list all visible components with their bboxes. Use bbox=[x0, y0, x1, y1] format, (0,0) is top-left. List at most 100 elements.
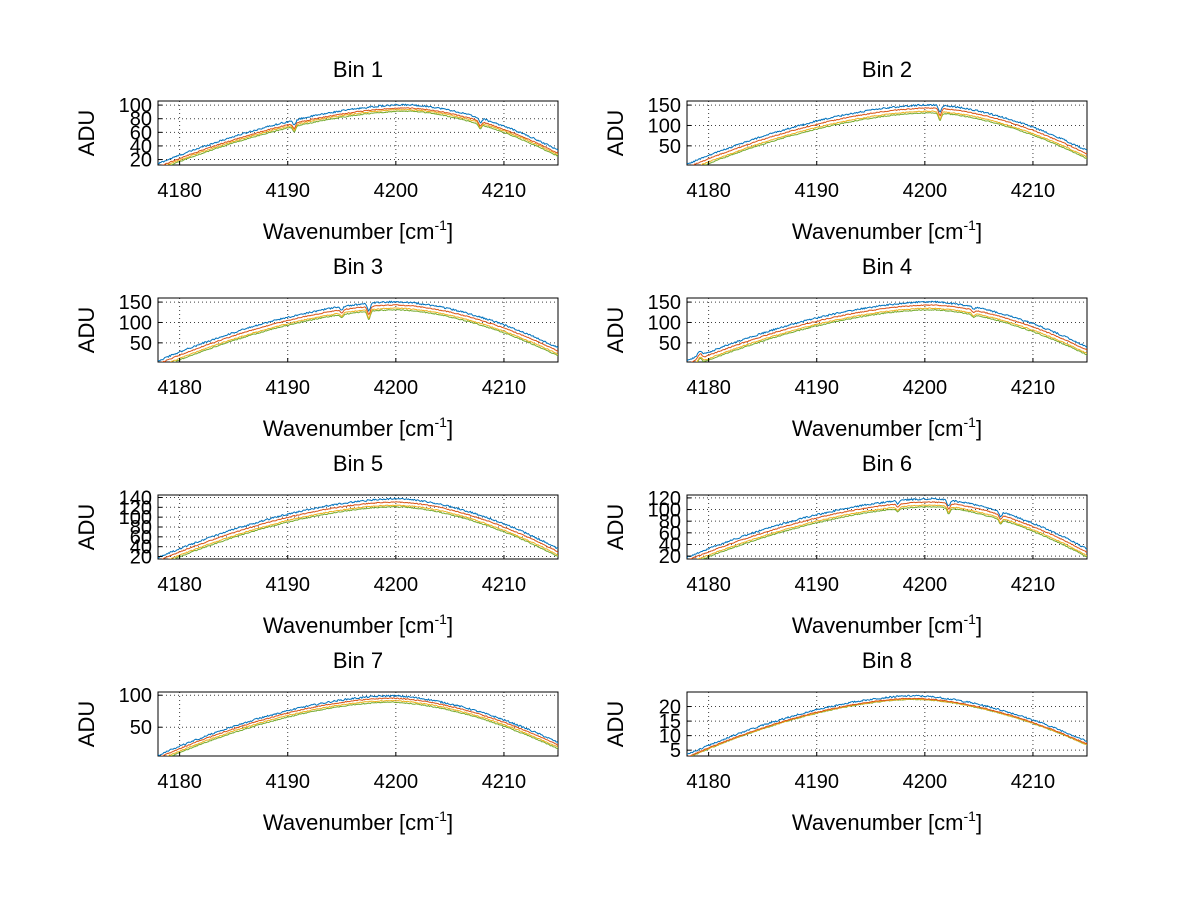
series-line-3 bbox=[167, 504, 558, 559]
y-tick-label: 150 bbox=[648, 95, 681, 117]
series-line-3 bbox=[164, 108, 558, 165]
y-tick-label: 40 bbox=[659, 534, 681, 556]
axes-frame bbox=[686, 691, 1088, 757]
x-tick-label: 4200 bbox=[374, 574, 419, 596]
series-line-2 bbox=[161, 107, 558, 165]
y-tick-label: 80 bbox=[130, 517, 152, 539]
x-tick-label: 4190 bbox=[265, 180, 310, 202]
series-line-3 bbox=[700, 110, 1087, 165]
subplot-title: Bin 3 bbox=[333, 254, 383, 279]
y-axis-label: ADU bbox=[603, 701, 628, 747]
y-tick-label: 80 bbox=[130, 109, 152, 131]
x-tick-label: 4180 bbox=[686, 377, 731, 399]
x-tick-label: 4190 bbox=[794, 574, 839, 596]
x-tick-label: 4200 bbox=[903, 574, 948, 596]
x-tick-label: 4180 bbox=[157, 574, 202, 596]
x-tick-label: 4200 bbox=[903, 377, 948, 399]
y-tick-label: 120 bbox=[648, 488, 681, 510]
y-tick-label: 40 bbox=[130, 537, 152, 559]
y-tick-label: 50 bbox=[659, 136, 681, 158]
y-tick-label: 100 bbox=[119, 312, 152, 334]
x-tick-label: 4210 bbox=[482, 180, 527, 202]
y-tick-label: 100 bbox=[648, 115, 681, 137]
y-axis-label: ADU bbox=[74, 701, 99, 747]
x-tick-label: 4210 bbox=[1011, 180, 1056, 202]
y-tick-label: 150 bbox=[119, 292, 152, 314]
x-axis-label: Wavenumber [cm-1] bbox=[263, 808, 453, 835]
series-line-4 bbox=[169, 110, 558, 165]
y-tick-label: 60 bbox=[659, 523, 681, 545]
y-tick-label: 5 bbox=[670, 740, 681, 762]
y-tick-label: 60 bbox=[130, 527, 152, 549]
y-tick-label: 60 bbox=[130, 122, 152, 144]
subplot-7: 4180 4190 4200 4210 50 100 Bin 7 ADU Wavenumber … bbox=[74, 648, 559, 835]
series-line-3 bbox=[170, 307, 558, 362]
y-axis-label: ADU bbox=[603, 504, 628, 550]
x-tick-label: 4190 bbox=[794, 771, 839, 793]
series-line-3 bbox=[166, 700, 558, 756]
x-tick-label: 4200 bbox=[903, 771, 948, 793]
series-line-2 bbox=[690, 107, 1087, 165]
subplot-title: Bin 4 bbox=[862, 254, 912, 279]
y-tick-label: 20 bbox=[130, 150, 152, 172]
x-tick-label: 4210 bbox=[1011, 377, 1056, 399]
x-tick-label: 4180 bbox=[686, 180, 731, 202]
x-tick-label: 4180 bbox=[157, 771, 202, 793]
y-tick-label: 50 bbox=[659, 333, 681, 355]
axes-frame bbox=[157, 297, 559, 363]
x-tick-label: 4200 bbox=[374, 771, 419, 793]
series-line-1 bbox=[158, 694, 558, 756]
y-tick-label: 20 bbox=[659, 546, 681, 568]
x-tick-label: 4210 bbox=[1011, 574, 1056, 596]
x-tick-label: 4200 bbox=[374, 377, 419, 399]
x-axis-label: Wavenumber [cm-1] bbox=[792, 611, 982, 638]
y-axis-label: ADU bbox=[74, 504, 99, 550]
y-axis-label: ADU bbox=[603, 110, 628, 156]
y-tick-label: 100 bbox=[119, 507, 152, 529]
x-tick-label: 4190 bbox=[794, 377, 839, 399]
y-tick-label: 20 bbox=[130, 547, 152, 569]
series-line-4 bbox=[172, 505, 558, 559]
y-tick-label: 120 bbox=[119, 497, 152, 519]
subplot-title: Bin 6 bbox=[862, 451, 912, 476]
y-tick-label: 50 bbox=[130, 717, 152, 739]
axes-frame bbox=[686, 297, 1088, 363]
series-line-1 bbox=[687, 300, 1087, 362]
x-tick-label: 4210 bbox=[1011, 771, 1056, 793]
x-tick-label: 4180 bbox=[157, 180, 202, 202]
y-tick-label: 20 bbox=[659, 697, 681, 719]
x-axis-label: Wavenumber [cm-1] bbox=[792, 808, 982, 835]
x-axis-label: Wavenumber [cm-1] bbox=[263, 611, 453, 638]
subplot-title: Bin 8 bbox=[862, 648, 912, 673]
series-line-4 bbox=[697, 309, 1087, 362]
series-line-1 bbox=[158, 300, 558, 362]
series-line-1 bbox=[687, 103, 1087, 165]
series-line-2 bbox=[160, 697, 558, 756]
x-tick-label: 4180 bbox=[157, 377, 202, 399]
series-line-2 bbox=[688, 697, 1087, 756]
series-line-1 bbox=[158, 497, 558, 559]
y-tick-label: 100 bbox=[648, 500, 681, 522]
y-tick-label: 40 bbox=[130, 136, 152, 158]
series-line-1 bbox=[687, 497, 1087, 559]
x-tick-label: 4190 bbox=[265, 771, 310, 793]
y-axis-label: ADU bbox=[74, 307, 99, 353]
series-line-2 bbox=[689, 501, 1087, 559]
series-line-4 bbox=[703, 112, 1087, 165]
y-tick-label: 150 bbox=[648, 292, 681, 314]
series-line-2 bbox=[689, 304, 1087, 362]
x-tick-label: 4190 bbox=[265, 574, 310, 596]
x-tick-label: 4210 bbox=[482, 771, 527, 793]
subplot-title: Bin 5 bbox=[333, 451, 383, 476]
series-line-2 bbox=[160, 304, 558, 362]
y-axis-label: ADU bbox=[74, 110, 99, 156]
y-tick-label: 10 bbox=[659, 726, 681, 748]
x-axis-label: Wavenumber [cm-1] bbox=[263, 414, 453, 441]
